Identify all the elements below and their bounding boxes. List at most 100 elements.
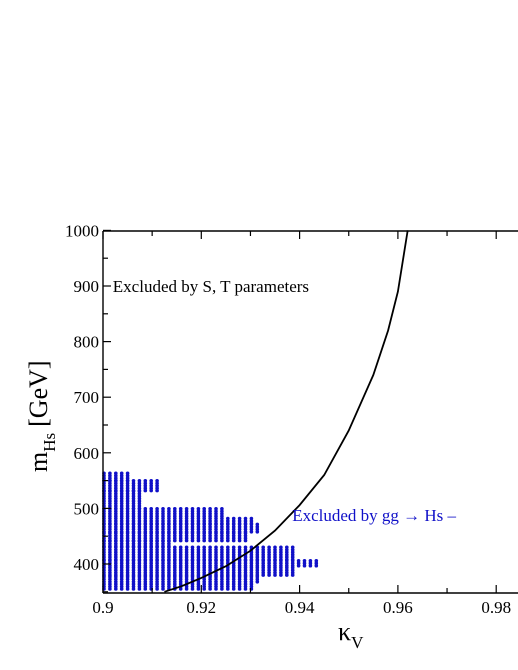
- scan-point: [290, 563, 295, 568]
- scan-point: [143, 557, 148, 562]
- scan-point: [196, 563, 201, 568]
- scan-point: [231, 570, 236, 575]
- scan-point: [190, 534, 195, 538]
- scan-point: [226, 534, 230, 538]
- scan-point: [249, 584, 254, 589]
- scan-point: [143, 481, 148, 486]
- scan-point: [114, 486, 118, 491]
- scan-point: [279, 548, 283, 552]
- scan-point: [108, 471, 112, 476]
- scan-point: [249, 530, 254, 534]
- scan-point: [226, 584, 230, 589]
- scan-point: [149, 580, 153, 584]
- scan-point: [290, 545, 295, 550]
- scan-point: [143, 479, 148, 483]
- y-axis-label: mHs [GeV]: [24, 360, 59, 472]
- scan-point: [273, 563, 277, 568]
- scan-point: [125, 499, 130, 503]
- y-tick-labels: 400 500 600 700 800 900 1000: [65, 221, 99, 574]
- scan-point: [131, 542, 136, 546]
- scan-point: [231, 519, 236, 523]
- scan-point: [167, 563, 171, 568]
- scan-point: [196, 509, 201, 514]
- scan-point: [178, 525, 183, 529]
- scan-point: [220, 570, 224, 575]
- scan-point: [226, 548, 230, 552]
- scan-point: [196, 584, 201, 589]
- scan-point: [184, 507, 189, 511]
- scan-point: [131, 499, 136, 503]
- scan-point: [202, 545, 206, 550]
- scan-point: [220, 525, 224, 529]
- scan-point: [237, 552, 242, 557]
- scan-point: [214, 557, 218, 562]
- scan-point: [178, 570, 183, 575]
- scan-point: [114, 499, 118, 503]
- scan-point: [237, 530, 242, 534]
- scan-point: [173, 519, 177, 523]
- scan-point: [214, 519, 218, 523]
- scan-point: [184, 548, 189, 552]
- scan-point: [161, 509, 165, 514]
- scan-point: [114, 580, 118, 584]
- scan-point: [249, 552, 254, 557]
- scan-point: [161, 557, 165, 562]
- scan-point: [167, 509, 171, 514]
- scan-point: [190, 519, 195, 523]
- scan-point: [114, 509, 118, 514]
- scan-point: [261, 552, 266, 557]
- scan-point: [108, 580, 112, 584]
- y-axis-symbol: m: [24, 452, 53, 472]
- scan-point: [220, 507, 224, 511]
- scan-point: [173, 563, 177, 568]
- scan-point: [131, 534, 136, 538]
- scan-point: [231, 516, 236, 521]
- scan-point: [243, 534, 248, 538]
- scan-point: [261, 545, 266, 550]
- scan-point: [137, 542, 142, 546]
- scan-point: [214, 530, 218, 534]
- scan-point: [208, 580, 212, 584]
- scan-point: [108, 530, 112, 534]
- scan-point: [184, 580, 189, 584]
- scan-point: [119, 509, 124, 514]
- scan-point: [279, 570, 283, 575]
- scan-point: [243, 563, 248, 568]
- scan-point: [149, 514, 153, 518]
- scan-point: [143, 542, 148, 546]
- scan-point: [178, 530, 183, 534]
- scan-point: [173, 557, 177, 562]
- scan-point: [267, 563, 271, 568]
- scan-point: [273, 552, 277, 557]
- scan-point: [143, 563, 148, 568]
- scan-point: [173, 530, 177, 534]
- scan-point: [202, 552, 206, 557]
- scan-point: [125, 552, 130, 557]
- scan-point: [143, 570, 148, 575]
- scan-point: [114, 519, 118, 523]
- scan-point: [267, 557, 271, 562]
- scan-point: [137, 514, 142, 518]
- scan-point: [161, 542, 165, 546]
- scan-point: [243, 580, 248, 584]
- scan-point: [167, 584, 171, 589]
- scan-point: [108, 476, 112, 481]
- scan-point: [196, 525, 201, 529]
- scan-point: [267, 552, 271, 557]
- scan-point: [125, 476, 130, 481]
- scan-point: [167, 519, 171, 523]
- scan-point: [114, 584, 118, 589]
- scan-point: [290, 548, 295, 552]
- scan-point: [173, 534, 177, 538]
- x-tick-label: 0.92: [186, 598, 216, 617]
- scan-point: [214, 552, 218, 557]
- scan-point: [178, 552, 183, 557]
- scan-point: [255, 552, 260, 557]
- scan-point: [231, 534, 236, 538]
- scan-point: [167, 530, 171, 534]
- scan-point: [108, 542, 112, 546]
- scan-point: [184, 514, 189, 518]
- scan-point: [196, 548, 201, 552]
- scan-point: [190, 548, 195, 552]
- scan-point: [167, 552, 171, 557]
